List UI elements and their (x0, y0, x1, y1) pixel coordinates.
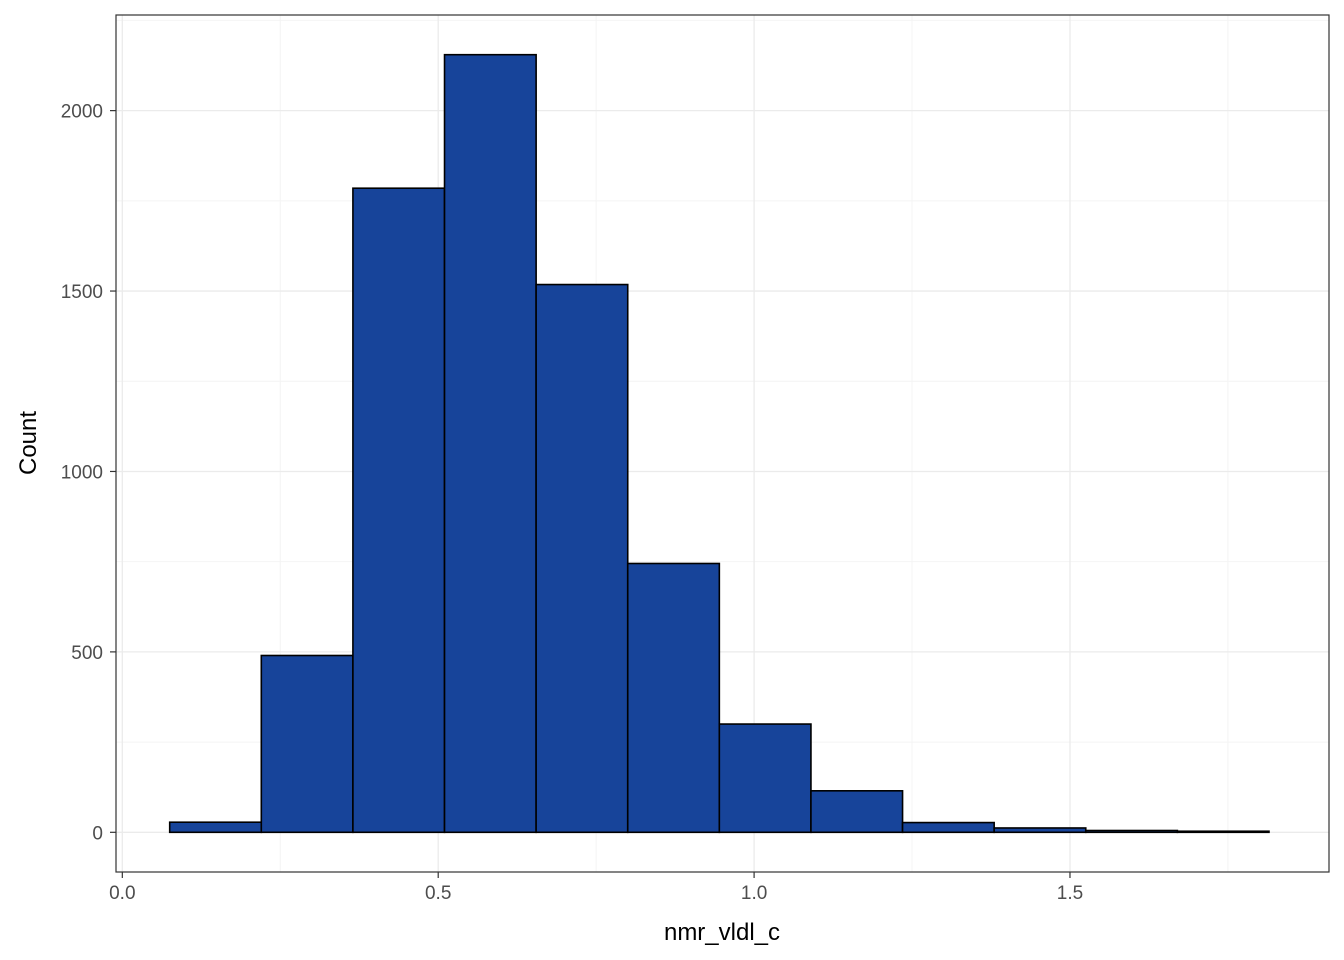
x-tick-label: 0.5 (425, 883, 451, 904)
histogram-bar-5 (535, 283, 629, 834)
histogram-bar-10 (993, 827, 1087, 834)
y-tick-label: 2000 (61, 102, 103, 123)
histogram-bar-12 (1176, 830, 1270, 834)
y-tick-label: 1000 (61, 462, 103, 483)
histogram-bar-11 (1084, 829, 1179, 834)
x-axis-ticks: 0.0 0.5 1.0 1.5 (109, 872, 1083, 904)
histogram-bar-1 (168, 821, 263, 834)
histogram-bar-6 (626, 562, 721, 834)
y-tick-label: 1500 (61, 282, 103, 303)
histogram-bars (168, 53, 1270, 834)
y-axis-title: Count (15, 411, 42, 475)
x-tick-label: 1.5 (1057, 883, 1083, 904)
y-tick-label: 0 (92, 823, 103, 844)
x-axis-title: nmr_vldl_c (664, 919, 780, 946)
histogram-bar-3 (352, 187, 446, 834)
histogram-bar-9 (901, 821, 995, 834)
histogram-bar-8 (810, 790, 904, 834)
histogram-bar-2 (260, 654, 354, 834)
histogram-bar-4 (443, 53, 537, 834)
y-tick-label: 500 (71, 643, 103, 664)
y-axis-ticks: 0 500 1000 1500 2000 (61, 102, 116, 844)
x-tick-label: 1.0 (741, 883, 767, 904)
x-tick-label: 0.0 (109, 883, 135, 904)
histogram-bar-7 (718, 723, 812, 834)
panel-border (115, 14, 1330, 873)
